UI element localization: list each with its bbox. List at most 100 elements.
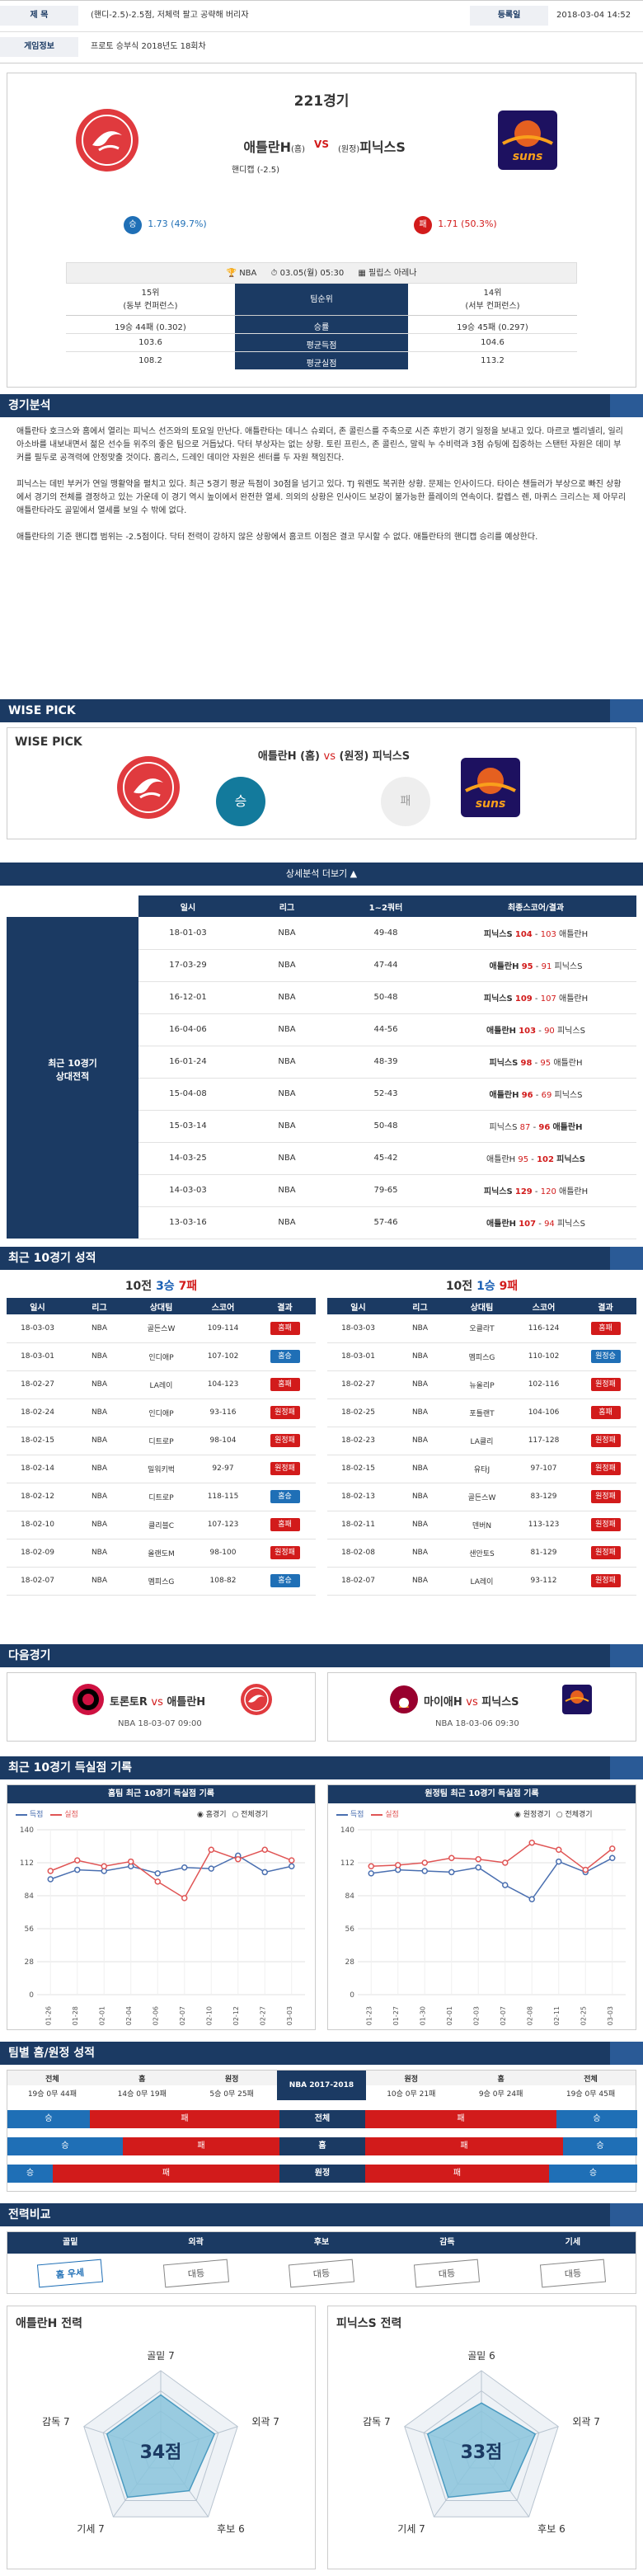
recent-row: 18-03-01 NBA 멤피스G 110-102 원정승 [327,1342,636,1371]
stat-label-winrate: 승률 [313,323,330,332]
record-col-header: 전체 [45,2075,59,2084]
h2h-col-final: 최종스코어/결과 [507,903,565,913]
h2h-league: NBA [237,1206,336,1239]
recent-cell-d: 18-02-10 [7,1511,68,1539]
legend-for-swatch [16,1813,27,1816]
home-win-bar: 승 [7,2110,90,2128]
home-odds-badge: 승 [124,216,142,234]
x-tick-label: 02-01 [98,2006,106,2025]
h2h-team-b: 피닉스S [556,1220,585,1229]
h2h-quarter-score: 44-56 [336,1013,435,1046]
power-axis-label: 외곽 7 [251,2416,279,2428]
recent-cell-o: LA레이 [451,1567,513,1596]
y-tick-label: 0 [29,1991,34,2000]
recent-cell-o: 오클라T [451,1314,513,1343]
x-tick-label: 02-01 [446,2006,453,2025]
radio-away-games[interactable]: ◉ 원정경기 [514,1811,551,1819]
record-bar-row: 승 패 전체 패 승 [7,2107,637,2132]
h2h-final: 애틀란H 107 - 94 피닉스S [435,1206,636,1239]
analysis-text: 애틀란타 호크스와 홈에서 열리는 피닉스 선즈와의 토요일 만난다. 애틀란타… [16,425,627,544]
home-avg-allowed: 108.2 [138,356,162,365]
h2h-league: NBA [237,1174,336,1207]
analysis-paragraph-3: 애틀란타의 기준 핸디캡 범위는 -2.5점이다. 닥터 전력이 강하지 않은 … [16,533,538,542]
recent-col-header: 결과 [598,1303,613,1313]
recent-row: 18-02-07 NBA LA레이 93-112 원정패 [327,1567,636,1596]
recent-left-summary: 10전 3승 7패 [124,1280,198,1293]
x-tick-label: 02-03 [472,2006,480,2025]
more-analysis-button[interactable]: 상세분석 더보기 ▲ [0,863,643,886]
record-value: 19승 0무 45패 [566,2089,616,2099]
h2h-date: 16-01-24 [138,1046,237,1079]
home-loss-bar: 패 [53,2165,279,2183]
recent-row: 18-02-09 NBA 올랜도M 98-100 원정패 [7,1539,316,1568]
h2h-row: 17-03-29 NBA 47-44 애틀란H 95 - 91 피닉스S [138,949,636,982]
h2h-team-a: 애틀란H [486,1027,517,1036]
result-badge: 홈패 [270,1378,300,1391]
h2h-team-b: 피닉스S [556,1027,585,1036]
power-away: 피닉스S 전력 골밑 6 외곽 7 후보 6 기세 7 감독 7 33점 [327,2306,636,2569]
stat-label-avg-allowed: 평균실점 [306,360,337,369]
radio-all-games-2[interactable]: ○ 전체경기 [556,1811,593,1819]
away-odds: 패 1.71 (50.3%) [414,216,529,234]
y-tick-label: 112 [340,1859,354,1868]
recent-cell-d: 18-03-01 [7,1342,68,1371]
h2h-score-a: 98 [520,1059,533,1068]
data-point [261,1869,268,1876]
record-bar-label: 원정 [279,2165,365,2183]
recent-cell-o: 인디애P [130,1342,192,1371]
ptchart-left-svg: 0 28 56 84 112 140 01-26 01-28 02-01 02-04 02-06 02… [20,1826,305,2025]
recent-cell-s: 93-112 [513,1567,575,1596]
data-point [556,1858,562,1865]
record-value: 5승 0무 25패 [209,2089,254,2099]
y-tick-label: 28 [345,1958,355,1967]
recent-cell-o: 디트로P [130,1427,192,1455]
pentagon-grid [423,2390,540,2501]
away-avg-score: 104.6 [481,338,505,347]
away-avg-allowed: 113.2 [481,356,505,365]
h2h-date: 16-04-06 [138,1013,237,1046]
recent-col-header: 스코어 [532,1303,556,1313]
h2h-quarter-score: 45-42 [336,1142,435,1175]
wise-matchup: 애틀란H (홈) vs (원정) 피닉스S [257,750,411,763]
next-hawks-logo [240,1683,273,1716]
result-badge: 홈패 [590,1406,621,1419]
h2h-league: NBA [237,981,336,1014]
y-tick-label: 84 [25,1892,35,1901]
result-badge: 홈패 [270,1321,300,1335]
h2h-quarter-score: 57-46 [336,1206,435,1239]
data-point [395,1862,401,1869]
x-tick-label: 03-03 [607,2006,614,2025]
recent-row: 18-02-13 NBA 골든스W 83-129 원정패 [327,1483,636,1511]
x-tick-label: 02-04 [125,2006,133,2025]
record-bar-row: 승 패 원정 패 승 [7,2161,637,2186]
h2h-col-date: 일시 [180,903,196,913]
home-loss-bar: 패 [90,2110,279,2128]
x-tick-label: 01-26 [45,2006,52,2025]
recent-row: 18-03-03 NBA 골든스W 109-114 홈패 [7,1314,316,1343]
result-badge: 원정패 [270,1406,300,1419]
h2h-team-a: 피닉스S [483,994,513,1004]
power-polygon [426,2402,537,2498]
ptchart-header: 최근 10경기 득실점 기록 [0,1756,643,1779]
h2h-league: NBA [237,1046,336,1079]
h2h-team-a: 애틀란H [486,1155,516,1164]
wise-pick-subtitle: WISE PICK [15,736,82,749]
recent-cell-d: 18-02-07 [327,1567,389,1596]
series-line-for [371,1857,613,1901]
h2h-league: NBA [237,917,336,950]
recent-cell-d: 18-02-08 [327,1539,389,1568]
stat-label-avg-score: 평균득점 [306,341,337,350]
radio-all-games[interactable]: ○ 전체경기 [232,1811,269,1819]
away-loss-bar: 패 [365,2110,556,2128]
h2h-final: 피닉스S 104 - 103 애틀란H [435,917,636,950]
recent-row: 18-02-27 NBA LA레이 104-123 홈패 [7,1370,316,1399]
recent-cell-s: 107-123 [192,1511,254,1539]
recent-cell-o: 클리블C [130,1511,192,1539]
home-odds-value: 1.73 (49.7%) [148,219,207,229]
handicap-label: 핸디캡 (-2.5) [231,166,280,175]
x-tick-label: 02-08 [526,2006,533,2025]
ptchart-right-title: 원정팀 최근 10경기 득실점 기록 [328,1785,636,1803]
radio-home-games[interactable]: ◉ 홈경기 [197,1811,227,1819]
data-point [208,1846,214,1854]
x-tick-label: 02-27 [259,2006,266,2025]
